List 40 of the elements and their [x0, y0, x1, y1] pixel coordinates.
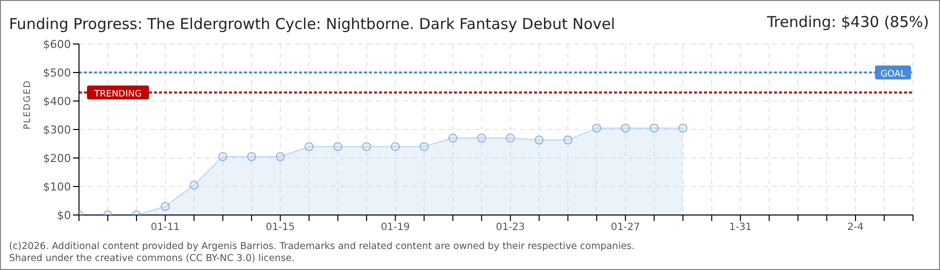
- x-tick-label: 01-27: [610, 222, 640, 234]
- point: [333, 142, 342, 152]
- point: [247, 152, 256, 162]
- point: [390, 142, 400, 152]
- point: [620, 124, 630, 133]
- point: [420, 142, 429, 152]
- text: Shared under the creative commons (CC BY-NC 3.0) license.: [9, 253, 295, 264]
- y-tick-label: $200: [43, 152, 71, 165]
- point: [160, 202, 170, 211]
- x-tick-label: 01-23: [496, 222, 525, 234]
- chart-subtitle: Trending: $430 (85%): [766, 13, 929, 31]
- point: [563, 136, 572, 145]
- x-tick-label: 01-11: [150, 222, 180, 234]
- y-tick-label: $600: [43, 38, 71, 51]
- ref-line-label: TRENDING: [93, 89, 142, 100]
- x-tick-label: 01-15: [266, 222, 295, 234]
- point: [650, 124, 659, 133]
- point: [190, 180, 199, 190]
- point: [534, 136, 544, 145]
- point: [304, 142, 314, 152]
- x-tick-label: 1-31: [729, 222, 752, 234]
- point: [592, 124, 602, 133]
- y-axis-title: PLEDGED: [23, 80, 34, 130]
- y-tick-label: $300: [43, 123, 71, 136]
- x-tick-label: 2-4: [847, 222, 864, 234]
- point: [678, 124, 688, 133]
- chart-title: Funding Progress: The Eldergrowth Cycle: Nightborne. Dark Fantasy Debut Novel: [9, 15, 616, 33]
- ref-line-label: GOAL: [880, 70, 906, 80]
- y-tick-label: $400: [43, 94, 71, 108]
- point: [276, 152, 285, 162]
- y-tick-label: $100: [43, 180, 71, 194]
- point: [448, 134, 458, 143]
- y-tick-label: $500: [43, 66, 71, 80]
- point: [506, 134, 515, 143]
- text: (c)2026. Additional content provided by Argenis Barrios. Trademarks and related content are owned by their respective companies.: [9, 241, 635, 252]
- point: [362, 142, 372, 152]
- y-tick-label: $0: [57, 208, 71, 222]
- x-tick-label: 01-19: [380, 222, 410, 234]
- point: [477, 134, 486, 143]
- point: [218, 152, 228, 162]
